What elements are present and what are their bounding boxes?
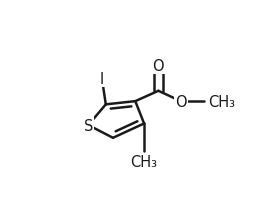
Text: S: S <box>84 118 93 133</box>
Text: CH₃: CH₃ <box>208 94 235 109</box>
Text: I: I <box>100 71 104 86</box>
Text: CH₃: CH₃ <box>131 154 158 169</box>
Text: O: O <box>175 94 187 109</box>
Text: O: O <box>153 59 164 73</box>
